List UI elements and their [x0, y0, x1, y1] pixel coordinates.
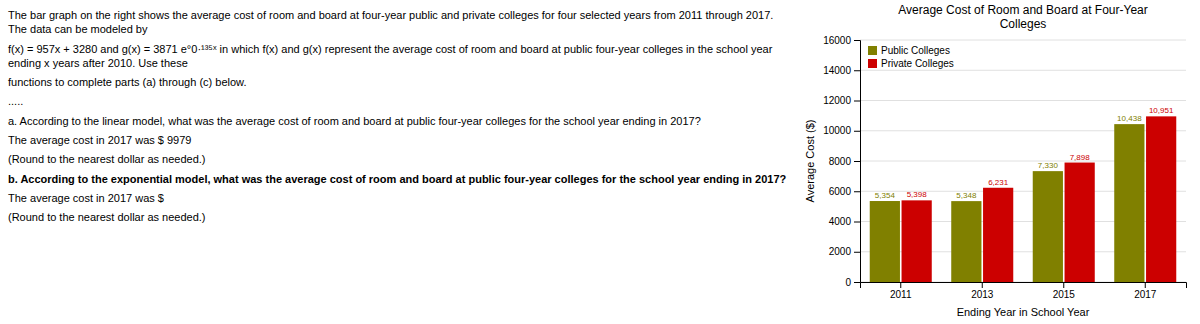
legend-swatch [868, 59, 877, 68]
title: Average Cost of Room and Board at Four-Y… [898, 3, 1147, 31]
legend-swatch [868, 46, 877, 55]
y-tick: 10000 [823, 125, 860, 136]
y-tick-label: 8000 [829, 156, 852, 167]
y-tick: 0 [845, 277, 860, 288]
x-tick-label: 2011 [890, 289, 912, 300]
y-tick-mark [854, 70, 860, 71]
bar [951, 201, 981, 282]
y-tick-label: 6000 [829, 186, 852, 197]
y-tick: 4000 [829, 216, 860, 227]
y-tick-label: 10000 [823, 125, 851, 136]
x-tick-label: 2013 [971, 289, 994, 300]
x-axis-title: Ending Year in School Year [957, 306, 1090, 318]
title-line: Average Cost of Room and Board at Four-Y… [898, 3, 1147, 17]
data-label: 6,231 [988, 178, 1009, 187]
legend: Public Colleges Private Colleges [868, 45, 954, 69]
bars [870, 116, 1177, 282]
legend-item: Private Colleges [868, 58, 954, 69]
y-tick: 2000 [829, 246, 860, 257]
y-tick-mark [854, 191, 860, 192]
x-tick: 2015 [1053, 282, 1076, 300]
x-tick-mark [1063, 282, 1064, 288]
y-tick-label: 0 [845, 277, 851, 288]
annotation: a. According to the linear model, what w… [8, 114, 792, 128]
y-tick-label: 2000 [829, 246, 852, 257]
x-tick-label: 2015 [1053, 289, 1076, 300]
annotation: ..... [8, 94, 792, 108]
legend-item: Public Colleges [868, 45, 950, 56]
annotation: b. According to the exponential model, w… [8, 172, 792, 186]
annotation: The average cost in 2017 was $ [8, 191, 792, 205]
data-labels: 5,354 5,348 7,330 10,438 5,398 6,231 7,898 10,9… [875, 106, 1174, 200]
data-label: 5,398 [907, 190, 928, 199]
x-tick-mark [982, 282, 983, 288]
x-tick-label: 2017 [1134, 289, 1157, 300]
bar [1114, 124, 1144, 282]
y-tick-mark [854, 252, 860, 253]
y-axis-title: Average Cost ($) [804, 120, 816, 203]
grid-line [860, 100, 1186, 101]
grid-line [860, 40, 1186, 41]
data-label: 10,951 [1149, 106, 1174, 115]
y-tick-mark [854, 40, 860, 41]
y-tick-mark [854, 131, 860, 132]
y-tick: 6000 [829, 186, 860, 197]
bar [1146, 116, 1176, 282]
y-tick-mark [854, 161, 860, 162]
y-tick-label: 4000 [829, 216, 852, 227]
legend-label: Private Colleges [881, 58, 954, 69]
annotation: The average cost in 2017 was $ 9979 [8, 133, 792, 147]
legend-label: Public Colleges [881, 45, 950, 56]
text-panel: The bar graph on the right shows the ave… [0, 0, 800, 324]
data-label: 7,330 [1038, 161, 1059, 170]
data-label: 10,438 [1117, 114, 1142, 123]
annotation: The bar graph on the right shows the ave… [8, 8, 792, 37]
title-line: Colleges [1000, 17, 1047, 31]
x-tick-mark [900, 282, 901, 288]
y-tick: 14000 [823, 65, 860, 76]
x-axis-line [861, 283, 1187, 289]
annotation: functions to complete parts (a) through … [8, 75, 792, 89]
y-axis: 0 2000 4000 6000 8000 10000 12000 14000 16000 [823, 35, 860, 288]
bar [983, 188, 1013, 282]
bar [1033, 171, 1063, 282]
annotation: (Round to the nearest dollar as needed.) [8, 210, 792, 224]
x-axis: 2011 2013 2015 2017 [861, 282, 1187, 300]
plot: 5,354 5,348 7,330 10,438 5,398 6,231 7,898 10,9… [823, 35, 1186, 300]
grid-line [860, 70, 1186, 71]
x-tick: 2017 [1134, 282, 1157, 300]
y-tick-mark [854, 101, 860, 102]
y-tick-label: 16000 [823, 35, 851, 46]
data-label: 7,898 [1070, 153, 1091, 162]
x-tick: 2013 [971, 282, 994, 300]
x-tick: 2011 [890, 282, 912, 300]
bar [870, 201, 900, 282]
data-label: 5,354 [875, 191, 896, 200]
y-tick-label: 12000 [823, 95, 851, 106]
annotation: f(x) = 957x + 3280 and g(x) = 3871 e°0·¹… [8, 42, 792, 71]
chart-panel: 5,354 5,348 7,330 10,438 5,398 6,231 7,898 10,9… [800, 0, 1200, 324]
annotation: (Round to the nearest dollar as needed.) [8, 152, 792, 166]
bar [902, 200, 932, 282]
y-tick-mark [854, 222, 860, 223]
y-tick-mark [854, 282, 860, 283]
x-tick-mark [1145, 282, 1146, 288]
y-tick: 16000 [823, 35, 860, 46]
y-tick-label: 14000 [823, 65, 851, 76]
data-label: 5,348 [956, 191, 977, 200]
chart: 5,354 5,348 7,330 10,438 5,398 6,231 7,898 10,9… [800, 0, 1200, 324]
y-tick: 12000 [823, 95, 860, 106]
y-axis-line [854, 41, 861, 283]
grid [860, 40, 1186, 282]
bar [1065, 163, 1095, 282]
y-tick: 8000 [829, 156, 860, 167]
